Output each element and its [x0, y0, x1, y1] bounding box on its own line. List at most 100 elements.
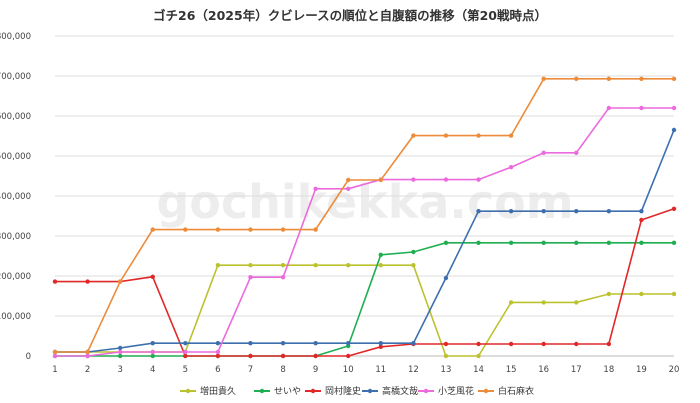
data-point	[443, 341, 449, 347]
y-tick-label: 100,000	[0, 312, 31, 322]
data-point	[476, 177, 481, 182]
data-point	[280, 353, 286, 359]
data-point	[150, 353, 155, 359]
x-tick-label: 11	[375, 365, 386, 375]
legend-label: 増田貴久	[200, 385, 236, 397]
x-tick-label: 18	[603, 365, 614, 375]
data-point	[411, 341, 416, 346]
y-tick-label: 200,000	[0, 272, 31, 282]
data-point	[508, 209, 514, 214]
data-point	[443, 133, 449, 138]
legend-marker	[259, 388, 265, 394]
data-point	[476, 133, 481, 138]
data-point	[671, 105, 677, 111]
data-point	[606, 209, 612, 214]
data-point	[671, 127, 677, 133]
data-point	[508, 240, 514, 245]
data-point	[215, 341, 221, 346]
data-point	[378, 177, 383, 183]
data-point	[280, 263, 286, 268]
data-point	[411, 263, 416, 268]
data-point	[541, 341, 546, 347]
x-tick-label: 9	[313, 365, 318, 375]
data-point	[574, 300, 579, 305]
data-point	[443, 240, 449, 245]
series-group	[52, 105, 677, 359]
x-tick-label: 3	[117, 365, 122, 375]
data-point	[248, 275, 253, 280]
y-tick-label: 300,000	[0, 232, 31, 242]
y-tick-label: 400,000	[0, 192, 31, 202]
data-point	[346, 263, 351, 268]
data-point	[150, 274, 155, 279]
y-tick-label: 500,000	[0, 152, 31, 162]
data-point	[639, 76, 644, 82]
data-point	[541, 240, 546, 245]
data-point	[411, 133, 416, 138]
data-point	[85, 349, 90, 355]
x-tick-label: 4	[150, 365, 155, 375]
data-point	[183, 353, 188, 359]
chart-title: ゴチ26（2025年）クビレースの順位と自腹額の推移（第20戦時点）	[153, 8, 547, 23]
y-tick-label: 600,000	[0, 112, 31, 122]
data-point	[248, 227, 253, 232]
data-point	[639, 209, 644, 214]
data-point	[671, 240, 677, 245]
data-point	[150, 349, 155, 355]
x-tick-label: 14	[473, 365, 484, 375]
x-tick-label: 19	[636, 365, 647, 375]
data-point	[574, 209, 579, 214]
data-point	[476, 209, 481, 214]
data-point	[574, 150, 579, 155]
data-point	[378, 263, 383, 268]
y-tick-label: 800,000	[0, 32, 31, 42]
x-axis-ticks: 1 2 3 4 5 6 7 8 9 10 11 12 13 14 15 16 17 18 19 20	[52, 365, 679, 375]
data-point	[671, 291, 677, 297]
x-tick-label: 6	[215, 365, 220, 375]
data-point	[183, 227, 188, 232]
series-group	[52, 240, 677, 359]
x-tick-label: 12	[408, 365, 419, 375]
data-point	[215, 353, 221, 359]
data-point	[508, 300, 514, 305]
y-tick-label: 0	[26, 352, 31, 362]
data-point	[541, 209, 546, 214]
data-point	[574, 240, 579, 245]
grid-layer	[55, 35, 674, 357]
data-point	[280, 341, 286, 346]
x-tick-label: 17	[571, 365, 582, 375]
data-point	[606, 105, 612, 111]
data-point	[639, 105, 644, 111]
series-line	[55, 129, 675, 353]
data-point	[183, 349, 188, 355]
data-point	[248, 263, 253, 268]
data-point	[346, 177, 351, 183]
data-point	[313, 263, 318, 268]
legend-marker	[310, 388, 316, 394]
legend-marker	[483, 388, 489, 394]
x-tick-label: 20	[669, 365, 680, 375]
legend-label: せいや	[274, 386, 301, 397]
data-point	[346, 341, 351, 346]
data-point	[346, 353, 351, 359]
x-tick-label: 13	[441, 365, 452, 375]
data-point	[378, 252, 383, 257]
data-point	[476, 240, 481, 245]
data-point	[248, 353, 253, 359]
data-point	[541, 150, 546, 155]
data-point	[117, 345, 123, 351]
data-point	[606, 76, 612, 82]
data-point	[508, 133, 514, 138]
watermark: gochikekka.com	[156, 175, 573, 229]
data-point	[215, 227, 221, 232]
legend-label: 高橋文哉	[382, 385, 418, 397]
data-point	[117, 349, 123, 355]
data-point	[150, 227, 155, 232]
x-tick-label: 5	[183, 365, 188, 375]
data-point	[476, 341, 481, 347]
data-point	[85, 353, 90, 359]
legend-marker	[423, 388, 429, 394]
data-point	[215, 349, 221, 355]
series-line	[55, 107, 674, 357]
